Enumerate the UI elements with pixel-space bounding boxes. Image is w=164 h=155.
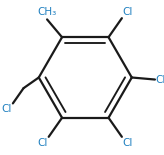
Text: CH₃: CH₃ <box>37 7 57 17</box>
Text: Cl: Cl <box>2 104 12 114</box>
Text: Cl: Cl <box>123 7 133 17</box>
Text: Cl: Cl <box>38 138 48 148</box>
Text: Cl: Cl <box>123 138 133 148</box>
Text: Cl: Cl <box>156 75 164 84</box>
